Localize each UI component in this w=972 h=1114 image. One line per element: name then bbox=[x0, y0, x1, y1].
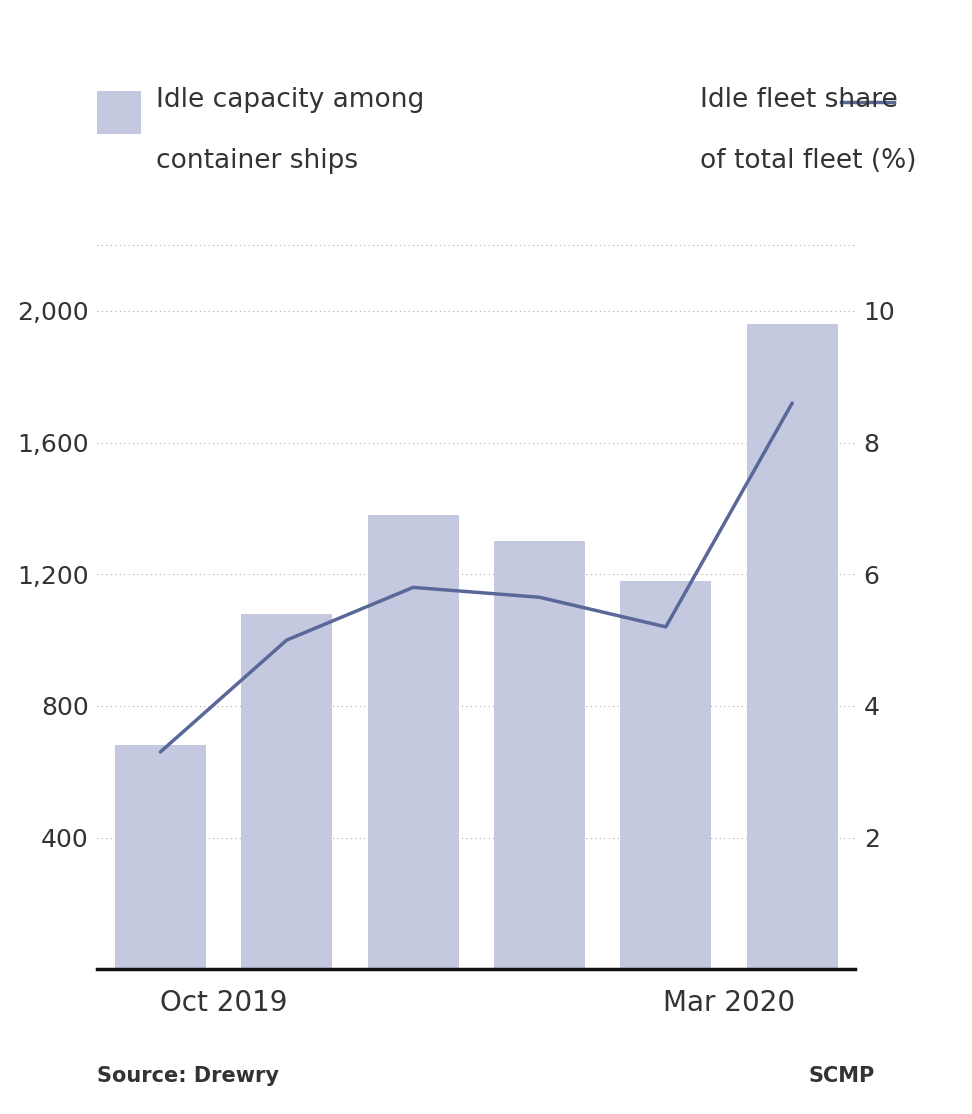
Bar bbox=[620, 580, 712, 969]
Text: Source: Drewry: Source: Drewry bbox=[97, 1066, 279, 1086]
Text: Idle fleet share: Idle fleet share bbox=[700, 87, 897, 114]
Bar bbox=[494, 541, 585, 969]
Bar bbox=[746, 324, 838, 969]
Bar bbox=[115, 745, 206, 969]
Text: of total fleet (%): of total fleet (%) bbox=[700, 148, 917, 175]
Text: SCMP: SCMP bbox=[809, 1066, 875, 1086]
Bar bbox=[241, 614, 332, 969]
Bar bbox=[367, 515, 459, 969]
Text: Idle capacity among: Idle capacity among bbox=[156, 87, 424, 114]
Text: container ships: container ships bbox=[156, 148, 358, 175]
